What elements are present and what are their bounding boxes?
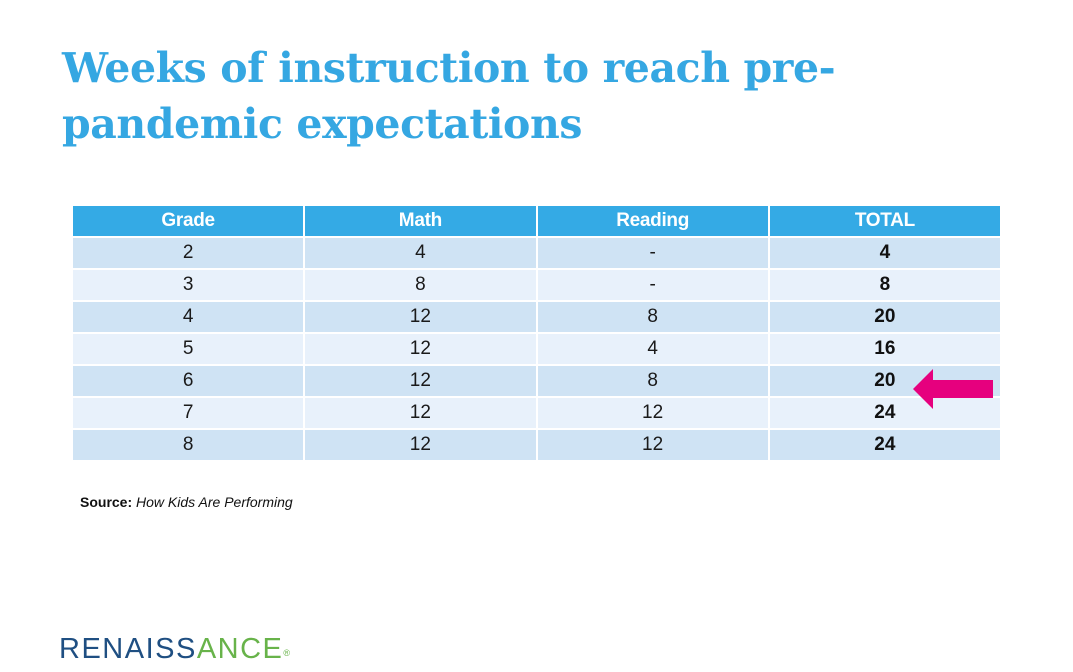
cell-reading: - — [535, 268, 770, 302]
renaissance-logo: RENAISSANCE® — [59, 632, 290, 666]
header-grade: Grade — [70, 204, 306, 238]
cell-total: 24 — [767, 396, 1003, 430]
cell-reading: 8 — [535, 364, 770, 398]
cell-total: 20 — [767, 300, 1003, 334]
logo-text-blue: RENAISS — [59, 633, 197, 665]
source-text: How Kids Are Performing — [136, 494, 293, 510]
cell-grade: 8 — [70, 428, 306, 462]
header-math: Math — [303, 204, 538, 238]
cell-grade: 7 — [70, 396, 306, 430]
cell-total: 8 — [767, 268, 1003, 302]
table-row: 2 4 - 4 — [70, 236, 1003, 270]
table-row: 7 12 12 24 — [70, 396, 1003, 430]
cell-math: 8 — [303, 268, 538, 302]
cell-total: 24 — [767, 428, 1003, 462]
table-header-row: Grade Math Reading TOTAL — [70, 204, 1003, 238]
cell-math: 12 — [303, 300, 538, 334]
table-row-highlighted: 6 12 8 20 — [70, 364, 1003, 398]
table-row: 3 8 - 8 — [70, 268, 1003, 302]
cell-reading: 8 — [535, 300, 770, 334]
table-row: 8 12 12 24 — [70, 428, 1003, 462]
header-total: TOTAL — [767, 204, 1003, 238]
registered-mark: ® — [283, 648, 291, 658]
table-row: 4 12 8 20 — [70, 300, 1003, 334]
cell-reading: 4 — [535, 332, 770, 366]
cell-grade: 5 — [70, 332, 306, 366]
cell-reading: - — [535, 236, 770, 270]
cell-grade: 4 — [70, 300, 306, 334]
header-reading: Reading — [535, 204, 770, 238]
cell-math: 4 — [303, 236, 538, 270]
left-arrow-icon — [913, 369, 993, 409]
source-label: Source: — [80, 494, 133, 510]
cell-reading: 12 — [535, 396, 770, 430]
cell-total: 4 — [767, 236, 1003, 270]
cell-math: 12 — [303, 428, 538, 462]
arrow-shape — [913, 369, 993, 409]
cell-grade: 2 — [70, 236, 306, 270]
cell-total: 16 — [767, 332, 1003, 366]
cell-math: 12 — [303, 396, 538, 430]
cell-reading: 12 — [535, 428, 770, 462]
source-note: Source: How Kids Are Performing — [80, 494, 293, 510]
table-row: 5 12 4 16 — [70, 332, 1003, 366]
cell-grade: 3 — [70, 268, 306, 302]
cell-grade: 6 — [70, 364, 306, 398]
logo-text-green: ANCE — [196, 633, 284, 665]
cell-math: 12 — [303, 364, 538, 398]
cell-math: 12 — [303, 332, 538, 366]
weeks-table: Grade Math Reading TOTAL 2 4 - 4 3 8 - 8… — [70, 204, 1003, 462]
page-title: Weeks of instruction to reach pre-pandem… — [62, 44, 836, 148]
